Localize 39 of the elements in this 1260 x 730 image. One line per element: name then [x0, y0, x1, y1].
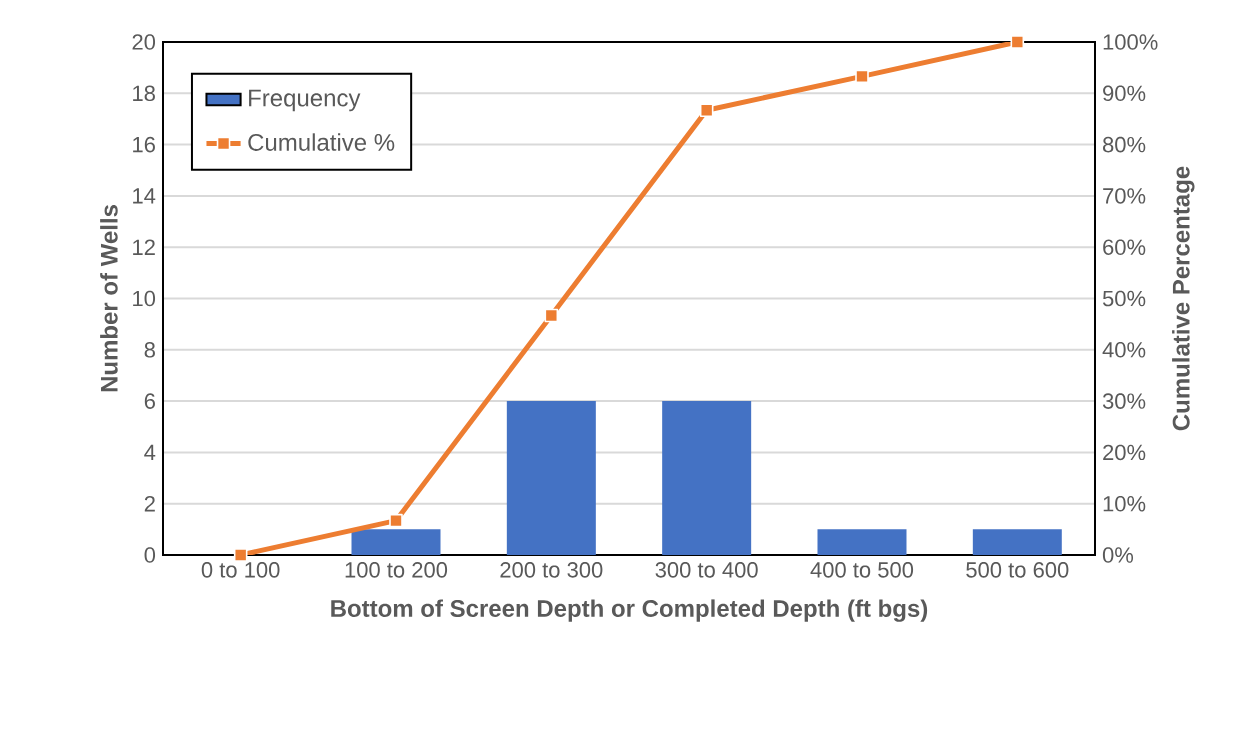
y-tick-label: 4 [144, 444, 156, 460]
y-tick-label: 10 [133, 290, 156, 307]
x-axis-title: Bottom of Screen Depth or Completed Depth (ft bgs) [331, 599, 928, 622]
y-tick-label: 8 [144, 342, 155, 358]
x-tick-label: 400 to 500 [810, 562, 914, 578]
x-tick-label: 0 to 100 [201, 562, 280, 578]
y2-tick-label: 10% [1103, 495, 1146, 512]
y2-tick-label: 70% [1103, 188, 1146, 204]
point [1010, 35, 1025, 49]
y-tick-label: 0 [144, 547, 156, 563]
y2-tick-label: 60% [1103, 239, 1146, 255]
y2-axis-title: Cumulative Percentage [1172, 166, 1195, 431]
legend-label: Cumulative % [248, 133, 395, 151]
point [233, 548, 248, 562]
x-tick-label: 100 to 200 [345, 562, 448, 578]
y-tick-label: 14 [133, 188, 156, 204]
y2-tick-label: 80% [1103, 136, 1146, 153]
y-tick-label: 16 [133, 136, 155, 153]
y2-tick-label: 90% [1103, 85, 1146, 102]
y-tick-label: 2 [144, 496, 155, 512]
x-tick-label: 200 to 300 [500, 562, 603, 578]
y2-tick-label: 30% [1102, 393, 1146, 409]
y-axis-title: Number of Wells [100, 205, 118, 392]
y2-tick-label: 50% [1102, 290, 1146, 307]
x-tick-label: 300 to 400 [655, 562, 758, 578]
y-tick-label: 6 [144, 393, 155, 409]
y-tick-label: 12 [133, 239, 155, 255]
y2-tick-label: 20% [1103, 444, 1146, 461]
point [699, 103, 714, 118]
y-tick-label: 18 [133, 85, 155, 102]
x-tick-label: 500 to 600 [966, 562, 1069, 578]
point [389, 513, 403, 528]
y2-tick-label: 0% [1102, 547, 1134, 563]
y2-tick-label: 100% [1103, 34, 1158, 50]
y2-tick-label: 40% [1102, 342, 1146, 358]
y-tick-label: 20 [132, 34, 156, 50]
point [855, 69, 869, 84]
point [544, 308, 559, 323]
legend-label: Frequency [249, 89, 361, 112]
